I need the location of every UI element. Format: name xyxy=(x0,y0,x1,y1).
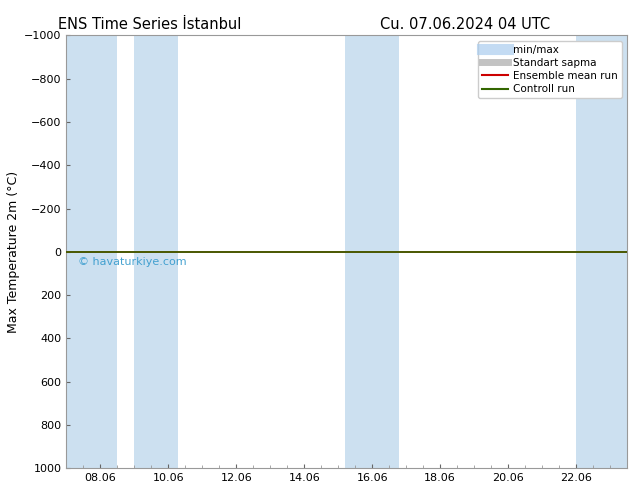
Text: Cu. 07.06.2024 04 UTC: Cu. 07.06.2024 04 UTC xyxy=(380,17,550,32)
Bar xyxy=(67,35,117,468)
Y-axis label: Max Temperature 2m (°C): Max Temperature 2m (°C) xyxy=(7,171,20,333)
Legend: min/max, Standart sapma, Ensemble mean run, Controll run: min/max, Standart sapma, Ensemble mean r… xyxy=(477,41,622,98)
Bar xyxy=(576,35,627,468)
Text: ENS Time Series İstanbul: ENS Time Series İstanbul xyxy=(58,17,241,32)
Bar xyxy=(345,35,399,468)
Text: © havaturkiye.com: © havaturkiye.com xyxy=(77,257,186,267)
Bar xyxy=(134,35,179,468)
